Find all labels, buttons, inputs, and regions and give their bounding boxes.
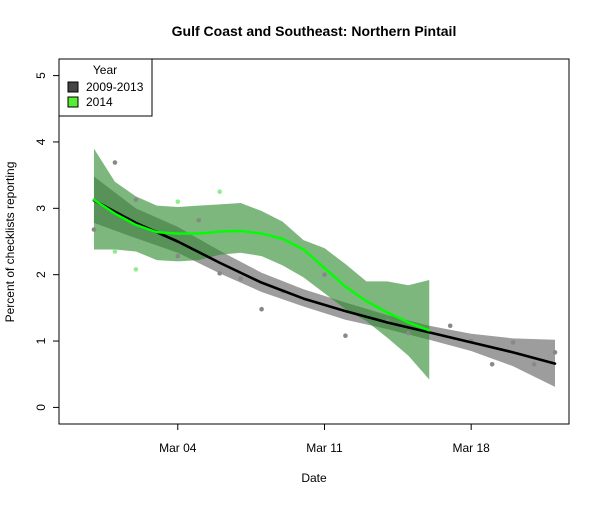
data-point-2009-2013-15 xyxy=(489,361,495,367)
data-point-2009-2013-13 xyxy=(447,323,453,329)
data-point-2009-2013-12 xyxy=(406,330,411,336)
data-point-2009-2013-5 xyxy=(217,271,222,276)
trend-line-2014 xyxy=(92,198,431,332)
data-point-2014-3 xyxy=(217,189,222,195)
legend-swatch-2009-2013 xyxy=(67,81,79,93)
confidence-band-2014 xyxy=(93,148,430,380)
y-axis-label: Percent of checklists reporting xyxy=(3,162,17,323)
y-tick-label-0: 0 xyxy=(34,404,48,411)
chart-title: Gulf Coast and Southeast: Northern Pinta… xyxy=(172,23,457,39)
legend-swatch-2014 xyxy=(67,96,79,108)
data-point-2009-2013-1 xyxy=(112,160,118,165)
x-axis-label: Date xyxy=(301,471,327,485)
data-point-2014-1 xyxy=(133,267,139,272)
data-point-2009-2013-7 xyxy=(259,306,264,312)
axes: 0 1 2 3 4 5 Mar 04 Mar 11 Mar 18 xyxy=(34,58,570,455)
data-point-2009-2013-3 xyxy=(175,253,181,259)
data-point-2009-2013-2 xyxy=(133,197,139,202)
trend-line-2009-2013 xyxy=(92,199,557,365)
y-tick-label-2: 2 xyxy=(34,271,48,278)
x-tick-label-1: Mar 11 xyxy=(306,441,343,455)
data-point-2009-2013-18 xyxy=(552,350,558,355)
data-point-2009-2013-9 xyxy=(322,272,327,277)
y-tick-label-3: 3 xyxy=(34,205,48,212)
legend-title: Year xyxy=(93,63,117,77)
y-tick-label-5: 5 xyxy=(34,72,48,79)
legend: Year 2009-2013 2014 xyxy=(58,58,153,117)
data-point-2009-2013-16 xyxy=(510,340,516,345)
data-point-2009-2013-0 xyxy=(91,227,97,232)
x-tick-label-2: Mar 18 xyxy=(452,441,490,455)
legend-label-2009-2013: 2009-2013 xyxy=(86,80,144,94)
data-point-2009-2013-4 xyxy=(196,217,202,223)
data-point-2009-2013-17 xyxy=(531,361,537,367)
plot-area xyxy=(91,148,558,387)
x-tick-label-0: Mar 04 xyxy=(159,441,197,455)
y-tick-label-4: 4 xyxy=(34,138,48,145)
data-point-2014-2 xyxy=(175,199,181,204)
data-point-2014-0 xyxy=(112,249,118,254)
legend-label-2014: 2014 xyxy=(86,95,113,109)
data-point-2009-2013-10 xyxy=(343,333,348,339)
data-point-2009-2013-6 xyxy=(238,276,243,281)
y-tick-label-1: 1 xyxy=(34,337,48,344)
